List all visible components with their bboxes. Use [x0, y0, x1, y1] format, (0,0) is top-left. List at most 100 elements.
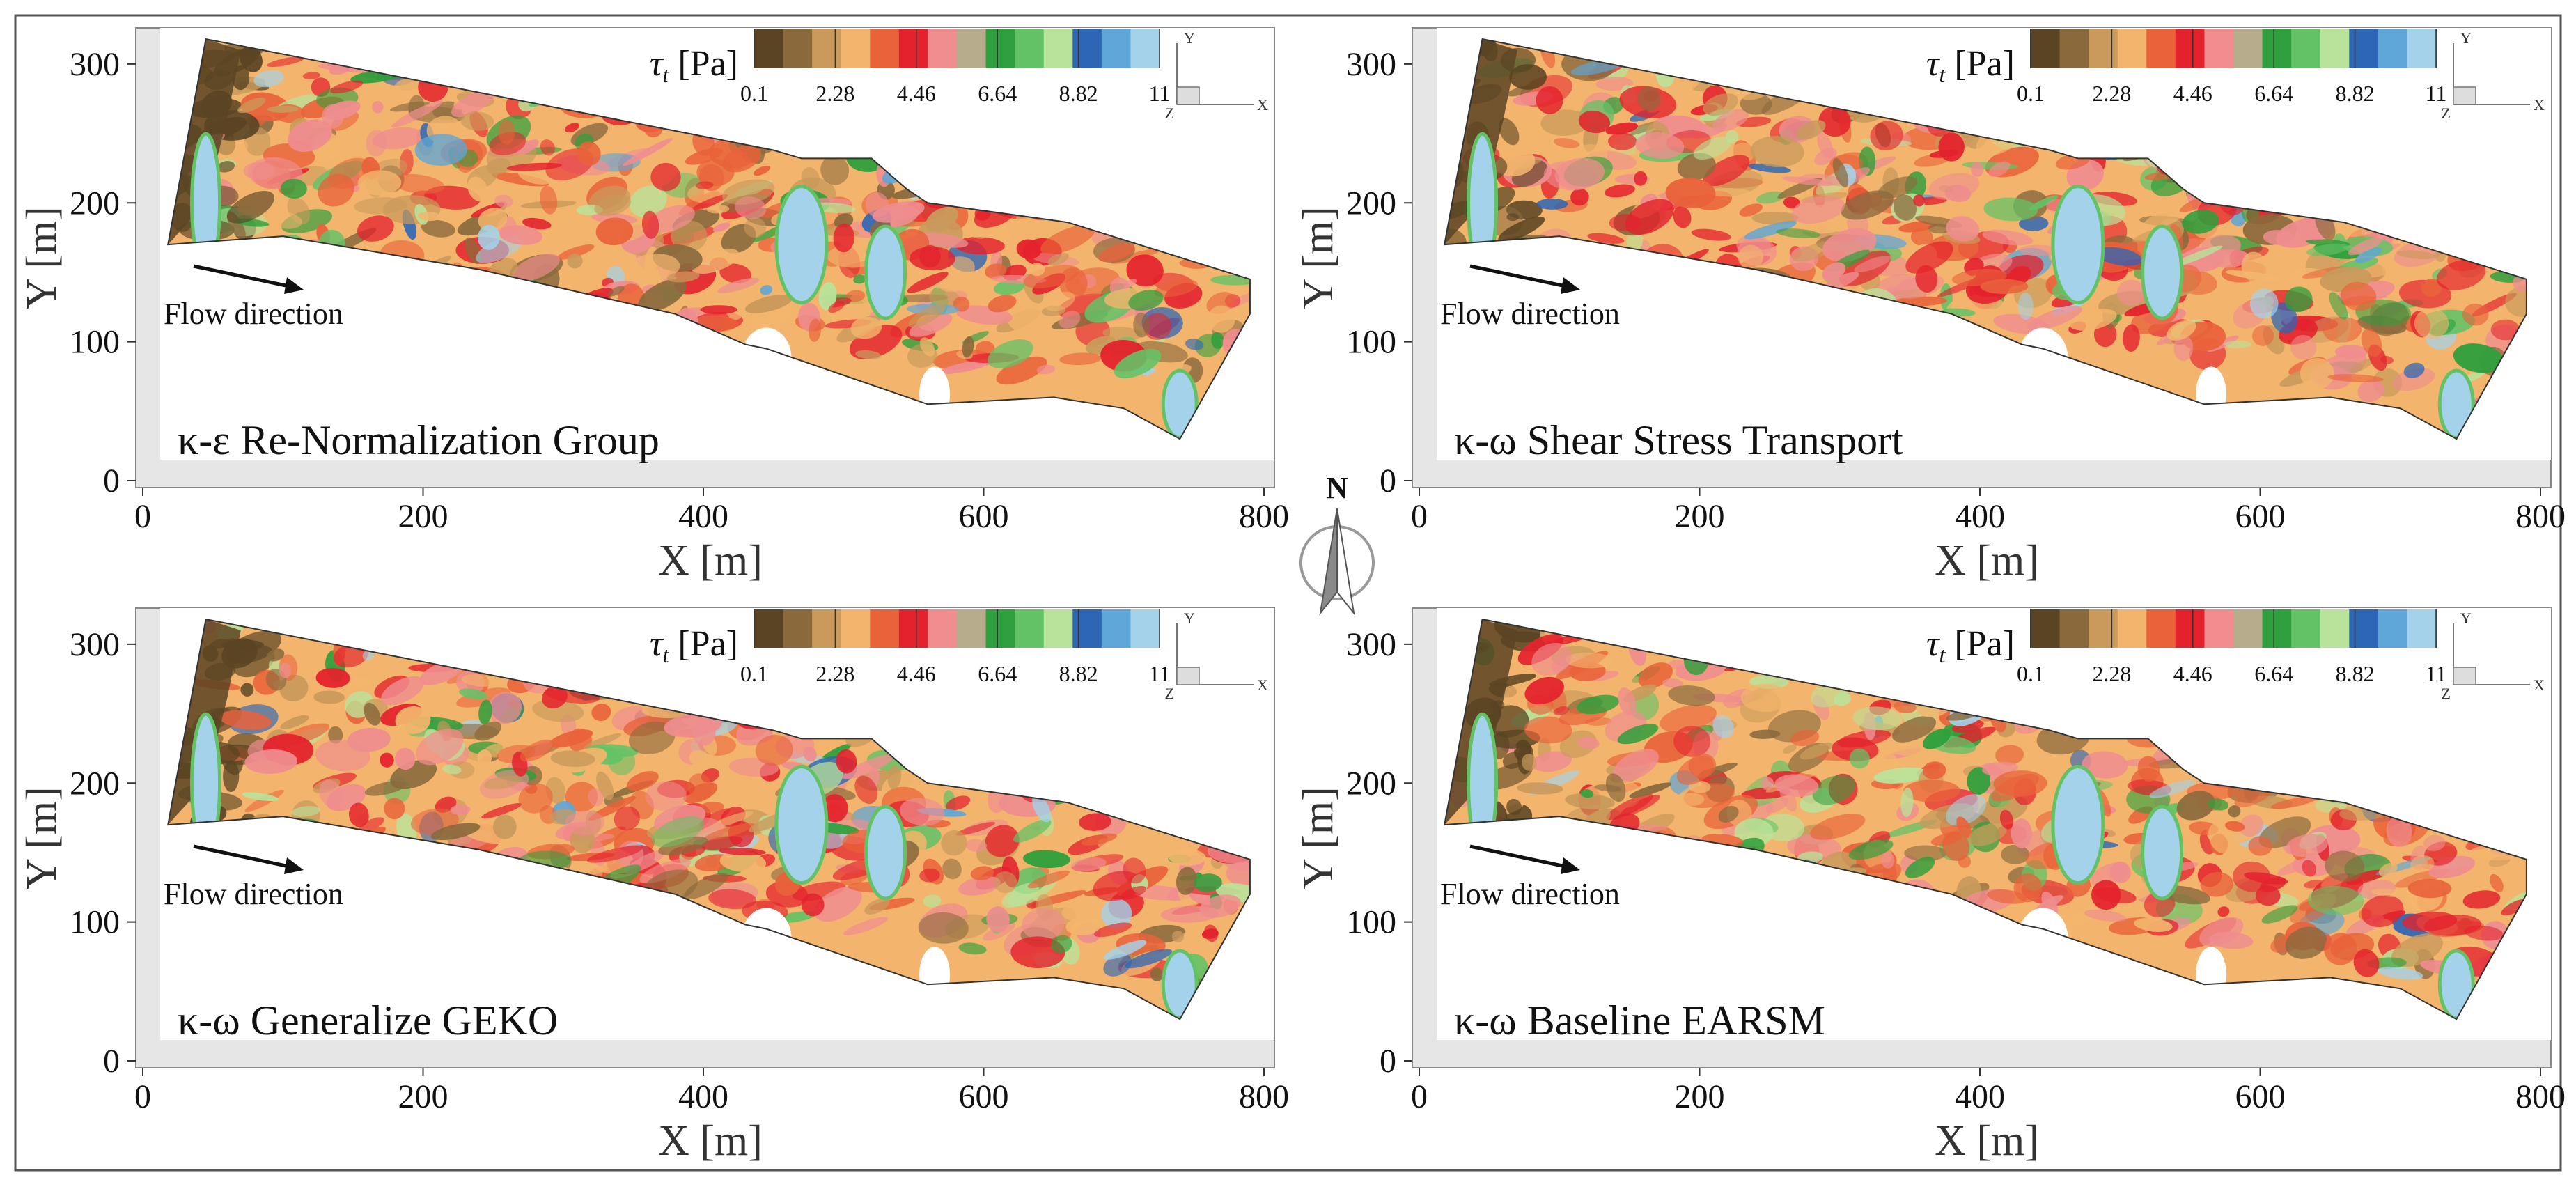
field-blob [734, 771, 755, 801]
field-blob [565, 782, 598, 812]
domain-outline [1443, 38, 2527, 440]
field-blob [2350, 358, 2374, 373]
field-blob [430, 823, 481, 841]
y-tick-label: 0 [103, 1043, 120, 1080]
x-tick-label: 600 [959, 498, 1009, 535]
field-blob [518, 783, 553, 814]
field-blob [855, 350, 882, 359]
colorbar-title-unit: [Pa] [1945, 44, 2015, 84]
field-blob [1673, 726, 1711, 757]
field-blob [594, 194, 632, 217]
field-blob [244, 789, 284, 813]
panel-top-left: 0 200 400 600 800 0 100 200 300 X [m] Y [m] Flow di… [18, 27, 1289, 584]
field-blob [2069, 309, 2117, 331]
field-blob [1605, 184, 1635, 198]
field-blob [2027, 306, 2082, 331]
field-blob [2084, 909, 2127, 922]
colorbar-tick-label: 8.82 [1059, 661, 1098, 686]
field-blob [1893, 194, 1917, 221]
field-blob [1922, 729, 1951, 749]
colorbar-swatch [928, 609, 958, 648]
field-blob [315, 667, 350, 688]
flow-arrow-head-icon [1561, 277, 1580, 294]
field-blob [801, 166, 820, 189]
field-blob [1677, 153, 1716, 180]
field-blob [1694, 210, 1712, 228]
field-blob [2208, 823, 2231, 854]
colorbar-title: τt [Pa] [1926, 624, 2015, 667]
field-blob [703, 823, 755, 841]
field-blob [962, 336, 974, 358]
field-blob [2093, 887, 2137, 903]
field-blob [1956, 816, 1972, 839]
field-blob [1613, 749, 1659, 782]
colorbar-tick-label: 0.1 [740, 81, 768, 106]
field-blob [842, 754, 894, 779]
field-blob [240, 683, 254, 697]
field-blob [219, 710, 272, 730]
x-tick-label: 400 [1955, 498, 2005, 535]
field-blob [1040, 224, 1095, 255]
field-blob [623, 138, 673, 166]
field-blob [1734, 818, 1774, 847]
field-blob [803, 746, 817, 762]
field-blob [1194, 873, 1222, 892]
field-blob [1703, 93, 1739, 116]
field-blob [2325, 850, 2365, 882]
field-blob [1565, 793, 1615, 809]
field-blob [1565, 652, 1614, 669]
field-blob [1065, 917, 1102, 935]
colorbar-title-symbol: τ [650, 44, 664, 84]
field-blob [1059, 352, 1102, 366]
field-blob [329, 80, 364, 94]
colorbar-swatch [1043, 29, 1073, 68]
field-blob [1506, 798, 1522, 816]
field-blob [1498, 118, 1520, 146]
field-blob [2348, 236, 2384, 256]
field-blob [2200, 872, 2234, 897]
triad-z-label: Z [2442, 685, 2451, 702]
triad-y-label: Y [2460, 609, 2472, 627]
field-blob [1782, 745, 1797, 754]
field-blob [1536, 198, 1568, 210]
field-blob [1812, 775, 1856, 805]
deep-pool-region [2141, 224, 2184, 320]
field-blob [1832, 157, 1849, 188]
field-blob [2171, 245, 2223, 267]
field-blob [2407, 878, 2452, 899]
field-blob [2249, 288, 2279, 319]
field-blob [628, 721, 676, 754]
field-blob [1712, 109, 1749, 132]
colorbar-swatch [2059, 609, 2089, 648]
field-blob [1852, 706, 1902, 731]
colorbar-swatch [2291, 29, 2321, 68]
field-blob [2378, 862, 2398, 877]
field-blob [1176, 867, 1197, 895]
field-blob [1662, 678, 1683, 688]
triad-y-label: Y [1184, 609, 1195, 627]
flow-direction-label: Flow direction [164, 297, 343, 331]
field-blob [629, 185, 667, 217]
field-blob [2345, 869, 2386, 885]
field-blob [2208, 798, 2229, 811]
field-blob [965, 839, 988, 852]
colorbar-tick-label: 2.28 [815, 661, 854, 686]
field-blob [2029, 195, 2059, 211]
field-blob [1938, 132, 1965, 162]
field-blob [909, 313, 953, 337]
field-blob [1891, 716, 1936, 743]
field-blob [645, 781, 687, 811]
field-blob [1578, 110, 1611, 134]
field-blob [820, 155, 850, 185]
colorbar-title: τt [Pa] [1926, 44, 2015, 87]
field-blob [395, 706, 431, 734]
field-blob [267, 211, 302, 229]
field-blob [2217, 906, 2230, 917]
field-blob [2403, 362, 2425, 378]
field-blob [2327, 374, 2384, 382]
field-blob [760, 285, 773, 295]
field-blob [744, 294, 793, 313]
flow-direction-label: Flow direction [164, 877, 343, 911]
field-blob [1608, 132, 1637, 150]
